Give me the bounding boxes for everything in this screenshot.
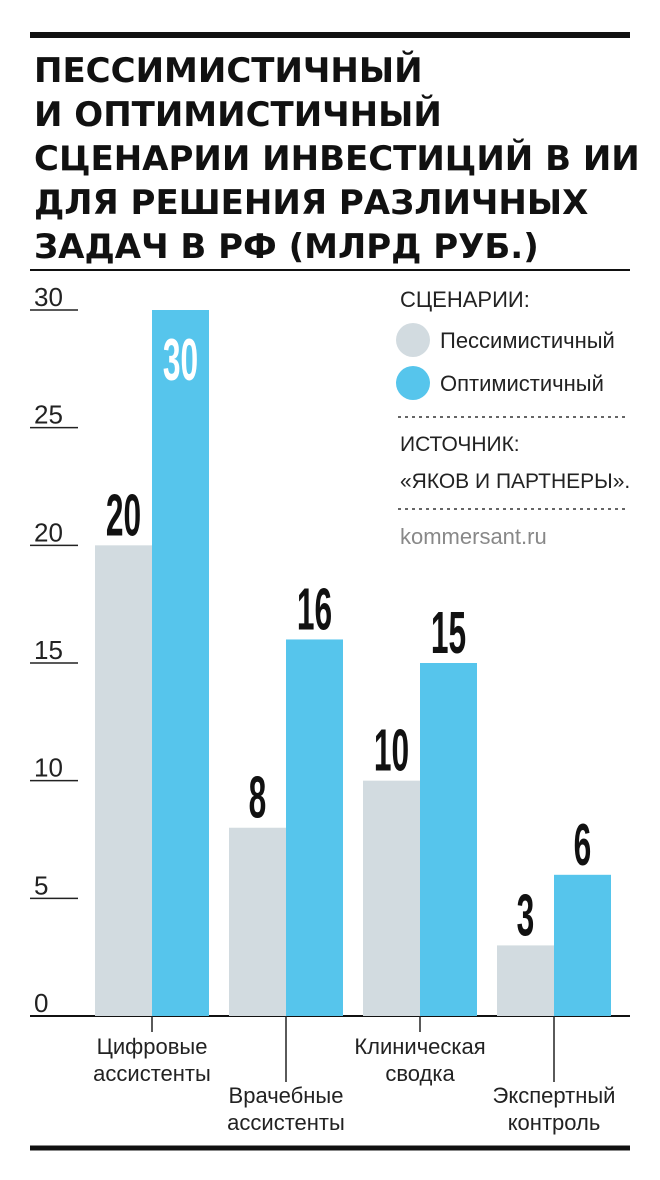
value-label-pessimistic-1: 8 <box>249 765 267 831</box>
y-tick-label-0: 0 <box>34 988 48 1018</box>
value-labels: 20 30 8 16 10 15 36 <box>106 328 591 950</box>
category-label-3-line-2: контроль <box>508 1110 601 1135</box>
source-site: kommersant.ru <box>400 524 547 549</box>
value-label-optimistic-1: 16 <box>297 577 332 643</box>
value-label-optimistic-2: 15 <box>431 601 466 667</box>
y-axis-grid: 0 5 10 15 20 25 30 <box>30 282 630 1018</box>
title-line-1: ПЕССИМИСТИЧНЫЙ <box>34 50 423 91</box>
category-label-0-line-1: Цифровые <box>97 1034 208 1059</box>
category-label-2-line-1: Клиническая <box>354 1034 485 1059</box>
bar-pessimistic-2 <box>363 780 420 1016</box>
value-label-optimistic-3: 6 <box>574 812 592 878</box>
category-label-1-line-1: Врачебные <box>229 1083 344 1108</box>
bar-pessimistic-0 <box>95 545 152 1016</box>
y-tick-label-5: 5 <box>34 870 48 900</box>
bar-optimistic-2 <box>420 663 477 1016</box>
bar-optimistic-0 <box>152 310 209 1016</box>
y-tick-label-15: 15 <box>34 635 63 665</box>
legend-label-pessimistic: Пессимистичный <box>440 328 615 353</box>
bar-pessimistic-1 <box>229 827 286 1016</box>
y-tick-label-20: 20 <box>34 517 63 547</box>
y-tick-label-30: 30 <box>34 282 63 312</box>
category-label-1-line-2: ассистенты <box>227 1110 345 1135</box>
title-line-2: И ОПТИМИСТИЧНЫЙ <box>34 94 442 135</box>
chart-title: ПЕССИМИСТИЧНЫЙ И ОПТИМИСТИЧНЫЙ СЦЕНАРИИ … <box>34 50 640 267</box>
title-line-4: ДЛЯ РЕШЕНИЯ РАЗЛИЧНЫХ <box>34 183 588 223</box>
value-label-pessimistic-0: 20 <box>106 483 141 549</box>
bar-optimistic-3 <box>554 874 611 1016</box>
category-labels: ЦифровыеассистентыВрачебныеассистентыКли… <box>93 1016 615 1135</box>
bars <box>95 310 611 1016</box>
legend-heading: СЦЕНАРИИ: <box>400 287 530 312</box>
legend-swatch-pessimistic <box>396 323 430 357</box>
category-label-3-line-1: Экспертный <box>493 1083 616 1108</box>
category-label-2-line-2: сводка <box>385 1061 455 1086</box>
legend-label-optimistic: Оптимистичный <box>440 371 604 396</box>
y-tick-label-10: 10 <box>34 753 63 783</box>
category-label-0-line-2: ассистенты <box>93 1061 211 1086</box>
title-line-3: СЦЕНАРИИ ИНВЕСТИЦИЙ В ИИ <box>34 138 640 179</box>
value-label-optimistic-0: 30 <box>163 328 198 394</box>
value-label-pessimistic-2: 10 <box>374 718 409 784</box>
source-heading: ИСТОЧНИК: <box>400 433 520 456</box>
source-name: «ЯКОВ И ПАРТНЕРЫ». <box>400 470 630 493</box>
bar-optimistic-1 <box>286 639 343 1016</box>
value-label-pessimistic-3: 3 <box>517 883 535 949</box>
y-tick-label-25: 25 <box>34 400 63 430</box>
legend-swatch-optimistic <box>396 366 430 400</box>
title-line-5: ЗАДАЧ В РФ (МЛРД РУБ.) <box>34 227 539 267</box>
bar-pessimistic-3 <box>497 945 554 1016</box>
legend: СЦЕНАРИИ: Пессимистичный Оптимистичный И… <box>396 287 630 549</box>
